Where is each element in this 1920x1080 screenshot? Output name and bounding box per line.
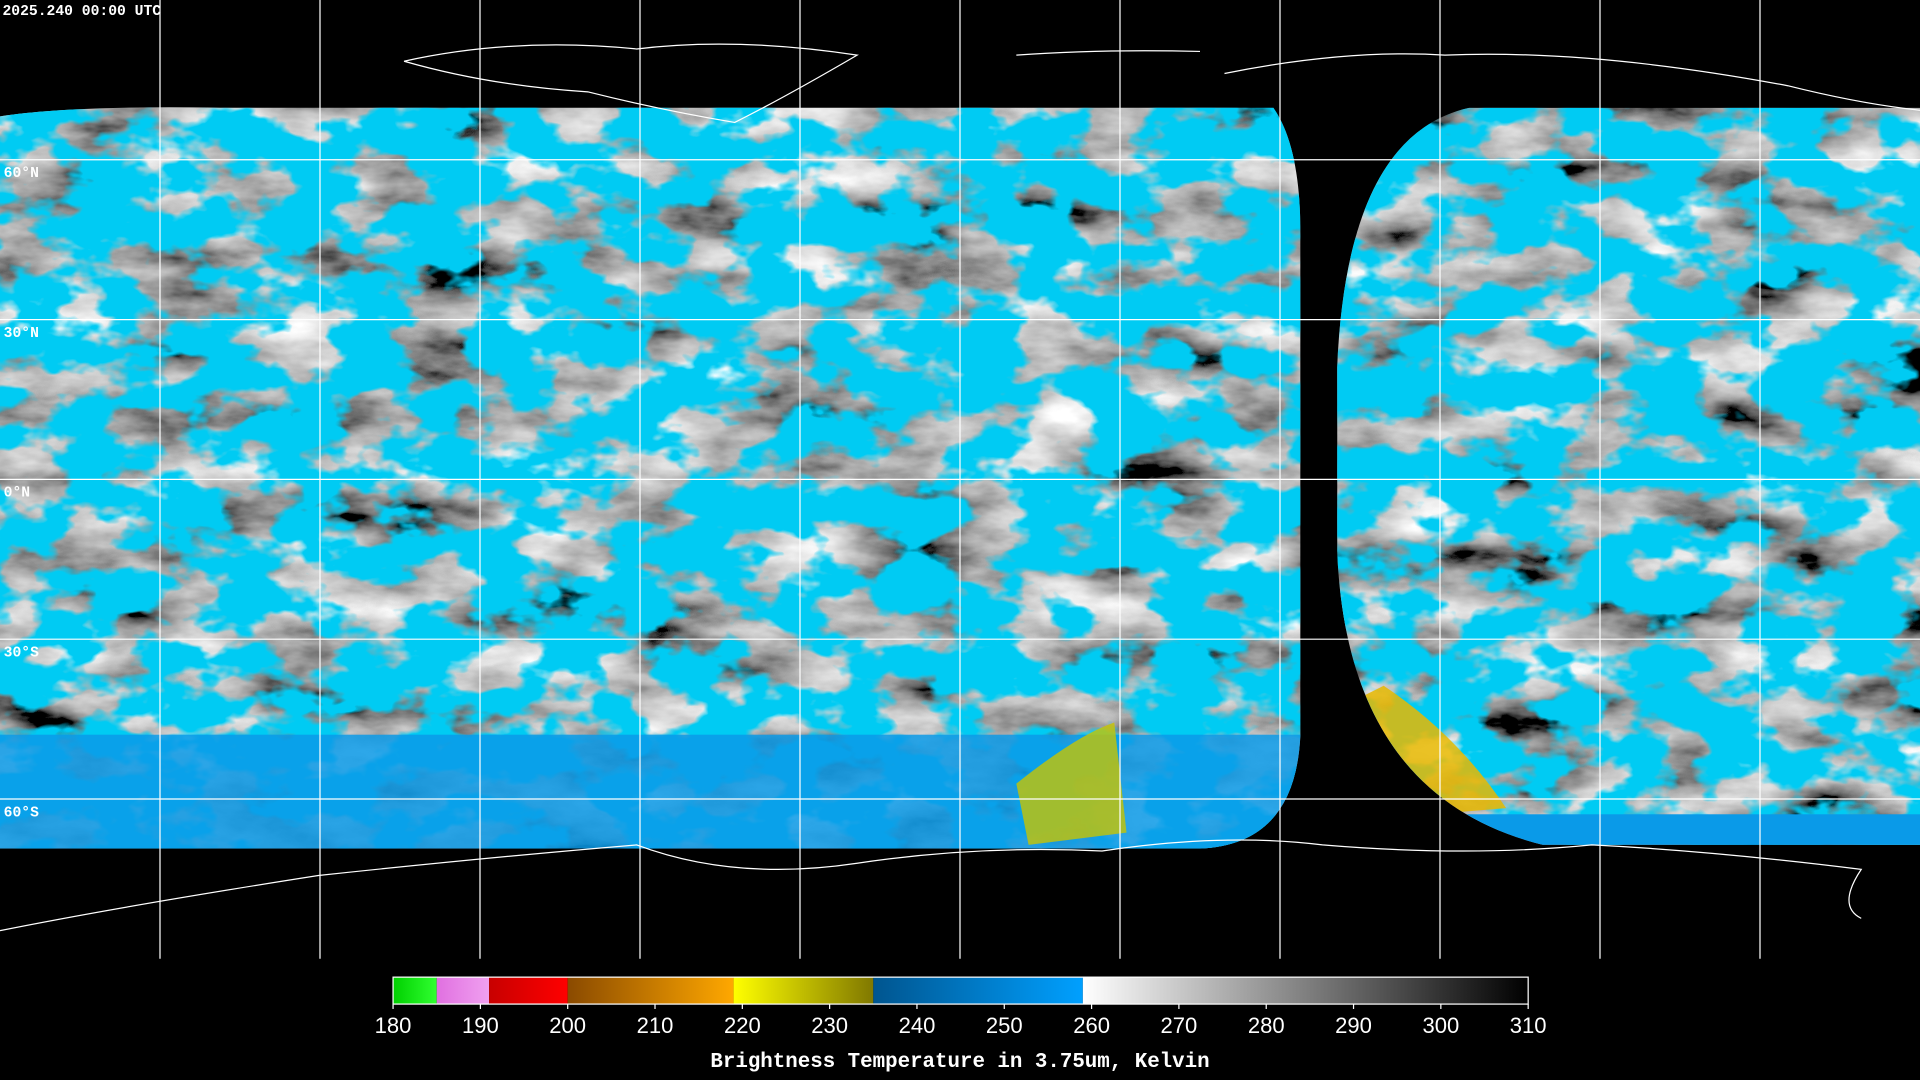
lat-label: 60°N (4, 166, 39, 182)
cold-spot (1016, 722, 1127, 845)
colorbar-tick-label: 180 (375, 1013, 412, 1038)
cold-cloud-tops (1337, 107, 1920, 845)
colorbar-tick-label: 290 (1335, 1013, 1372, 1038)
colorbar-tick-label: 190 (462, 1013, 499, 1038)
greenland (403, 43, 859, 124)
graticule: 60°N 30°N 0°N 30°S 60°S (0, 0, 1920, 959)
colorbar-tick-label: 240 (899, 1013, 936, 1038)
colorbar: 180 190 200 210 220 230 240 250 260 270 280 290 300 3… (375, 976, 1547, 1038)
lat-label: 0°N (4, 486, 30, 502)
colorbar-tick-label: 260 (1073, 1013, 1110, 1038)
colorbar-tick-label: 230 (811, 1013, 848, 1038)
antarctica (0, 839, 1863, 932)
colorbar-frame (392, 976, 1529, 1005)
colorbar-tick-label: 200 (549, 1013, 586, 1038)
colorbar-tick-label: 300 (1422, 1013, 1459, 1038)
imagery-east (1337, 107, 1920, 845)
arctic-coast (1016, 50, 1920, 111)
colorbar-title: Brightness Temperature in 3.75um, Kelvin (710, 1051, 1209, 1074)
colorbar-segment (393, 977, 437, 1005)
colorbar-segment (733, 977, 874, 1005)
colorbar-segment (1082, 977, 1529, 1005)
lat-label: 60°S (4, 805, 39, 821)
colorbar-tick-label: 310 (1510, 1013, 1547, 1038)
cold-spot (1359, 685, 1507, 815)
colorbar-tick-label: 280 (1248, 1013, 1285, 1038)
lat-label: 30°N (4, 326, 39, 342)
colorbar-segment (436, 977, 490, 1005)
colorbar-tick-label: 250 (986, 1013, 1023, 1038)
lat-label: 30°S (4, 646, 39, 662)
colorbar-segment (489, 977, 568, 1005)
colorbar-segment (873, 977, 1083, 1005)
imagery-west (0, 107, 1301, 849)
coastlines (0, 43, 1920, 932)
cold-cloud-tops (0, 107, 1301, 849)
timestamp: 2025.240 00:00 UTC (2, 4, 161, 20)
colorbar-tick-label: 270 (1161, 1013, 1198, 1038)
colorbar-tick-label: 210 (637, 1013, 674, 1038)
colorbar-segment (567, 977, 734, 1005)
colorbar-tick-label: 220 (724, 1013, 761, 1038)
